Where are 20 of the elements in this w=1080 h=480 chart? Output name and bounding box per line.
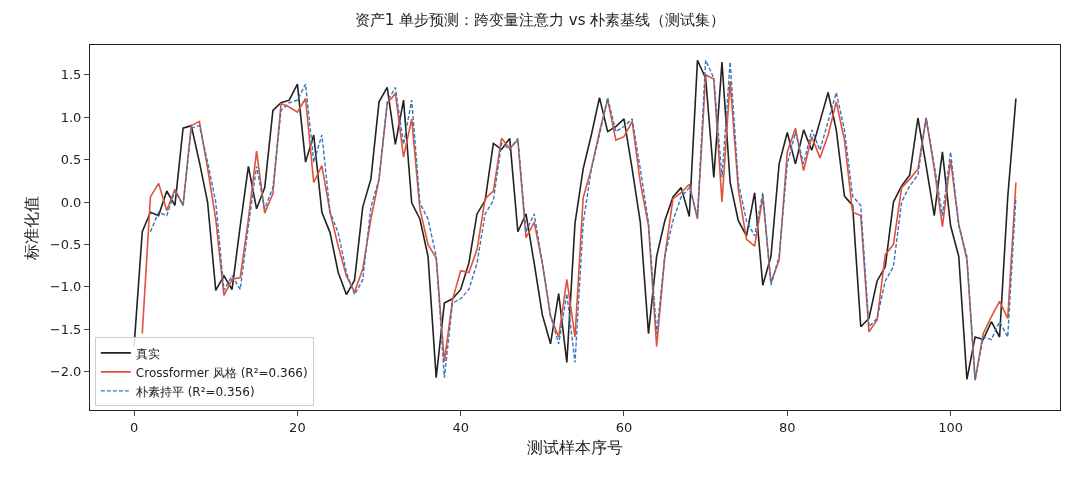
y-tick-label: 0.5 <box>60 152 82 168</box>
x-tick-label: 20 <box>289 419 306 435</box>
x-tick-label: 0 <box>129 419 139 435</box>
y-tick-label: 0.0 <box>60 194 82 210</box>
x-tick-label: 40 <box>452 419 469 435</box>
y-tick-label: −0.5 <box>49 237 82 253</box>
y-tick-label: 1.0 <box>60 109 82 125</box>
y-tick-label: 1.5 <box>60 67 82 83</box>
legend-label: 真实 <box>135 346 160 361</box>
legend-label: 朴素持平 (R²=0.356) <box>134 384 255 399</box>
x-tick-label: 100 <box>938 419 963 435</box>
y-axis-title: 标准化值 <box>21 195 41 261</box>
chart-title: 资产1 单步预测：跨变量注意力 vs 朴素基线（测试集） <box>354 10 726 29</box>
y-tick-label: −1.5 <box>49 321 82 337</box>
x-tick-label: 80 <box>779 419 796 435</box>
x-axis-title: 测试样本序号 <box>527 438 623 458</box>
x-tick-label: 60 <box>615 419 633 435</box>
y-tick-label: −1.0 <box>49 279 82 295</box>
legend-label: Crossformer 风格 (R²=0.366) <box>135 365 308 380</box>
y-tick-label: −2.0 <box>49 364 82 380</box>
